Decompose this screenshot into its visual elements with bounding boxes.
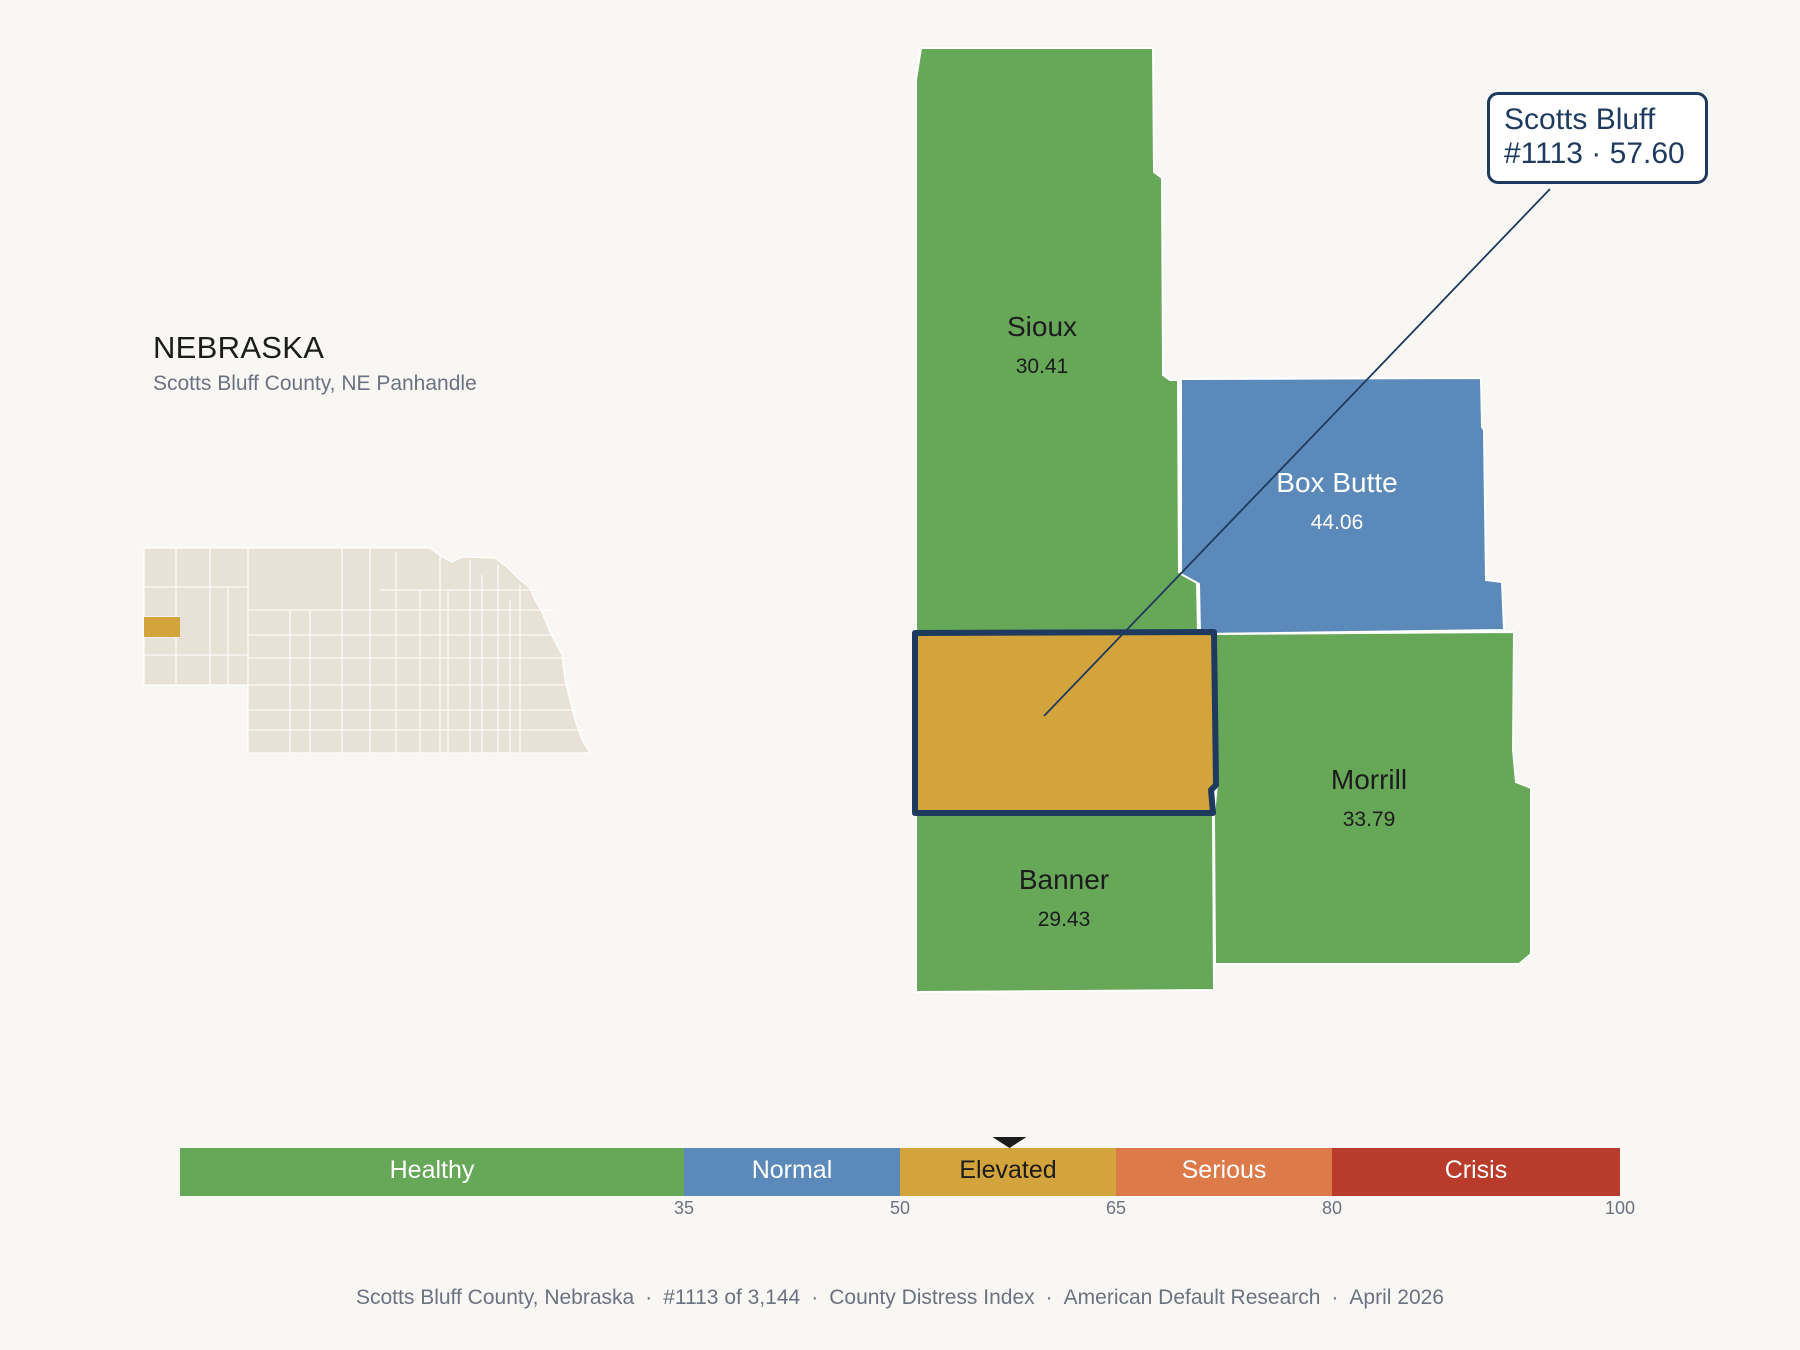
county-score-label: 33.79 <box>1343 808 1396 831</box>
scale-label-elevated: Elevated <box>959 1156 1057 1184</box>
scale-tick: 50 <box>889 1198 911 1218</box>
scale-band-crisis <box>1332 1148 1620 1196</box>
scale-label-serious: Serious <box>1181 1156 1267 1184</box>
footer-org: American Default Research <box>1063 1286 1321 1309</box>
footer-index: County Distress Index <box>829 1286 1035 1309</box>
scale-label-normal: Normal <box>751 1156 833 1184</box>
focus-county-callout: Scotts Bluff #1113 · 57.60 <box>1487 92 1708 184</box>
county-morrill[interactable] <box>1212 630 1532 965</box>
scale-band-normal <box>684 1148 900 1196</box>
distress-scale-bar <box>180 1148 1620 1196</box>
scale-marker-triangle <box>992 1137 1027 1148</box>
scale-label-crisis: Crisis <box>1444 1156 1508 1184</box>
scale-band-serious <box>1116 1148 1332 1196</box>
county-name-label: Morrill <box>1331 764 1407 795</box>
county-label-box-butte: Box Butte 44.06 <box>1276 467 1397 534</box>
county-scotts-bluff[interactable] <box>912 629 1219 816</box>
county-label-morrill: Morrill 33.79 <box>1331 764 1407 831</box>
footer-date: April 2026 <box>1349 1286 1444 1309</box>
callout-rank-score: #1113 · 57.60 <box>1504 137 1685 170</box>
nebraska-state-shape <box>143 547 592 754</box>
inset-county-lines <box>144 548 585 753</box>
county-label-banner: Banner 29.43 <box>1019 864 1109 931</box>
callout-county-name: Scotts Bluff <box>1504 103 1656 136</box>
footer-rank: #1113 of 3,144 <box>663 1286 801 1309</box>
nebraska-inset-map <box>143 547 592 754</box>
county-score-label: 29.43 <box>1038 908 1091 931</box>
county-score-label: 44.06 <box>1311 511 1364 534</box>
scale-tick: 80 <box>1321 1198 1343 1218</box>
scale-tick: 100 <box>1604 1198 1636 1218</box>
scale-band-healthy <box>180 1148 684 1196</box>
county-label-sioux: Sioux 30.41 <box>1007 311 1077 378</box>
county-box-butte[interactable] <box>1180 376 1506 636</box>
county-name-label: Banner <box>1019 864 1109 895</box>
footer-county: Scotts Bluff County, Nebraska <box>356 1286 635 1309</box>
county-name-label: Sioux <box>1007 311 1077 342</box>
state-title: NEBRASKA <box>153 330 325 365</box>
inset-scotts-bluff-highlight <box>144 617 180 637</box>
county-score-label: 30.41 <box>1016 355 1069 378</box>
scale-label-healthy: Healthy <box>389 1156 475 1184</box>
scale-band-elevated <box>900 1148 1116 1196</box>
state-subtitle: Scotts Bluff County, NE Panhandle <box>153 372 477 395</box>
county-name-label: Box Butte <box>1276 467 1397 498</box>
footer-credit: Scotts Bluff County, Nebraska · #1113 of 3… <box>356 1286 1444 1309</box>
callout-leader-line <box>1043 188 1551 717</box>
scale-tick: 65 <box>1105 1198 1127 1218</box>
scale-tick: 35 <box>673 1198 695 1218</box>
county-banner[interactable] <box>915 814 1216 994</box>
